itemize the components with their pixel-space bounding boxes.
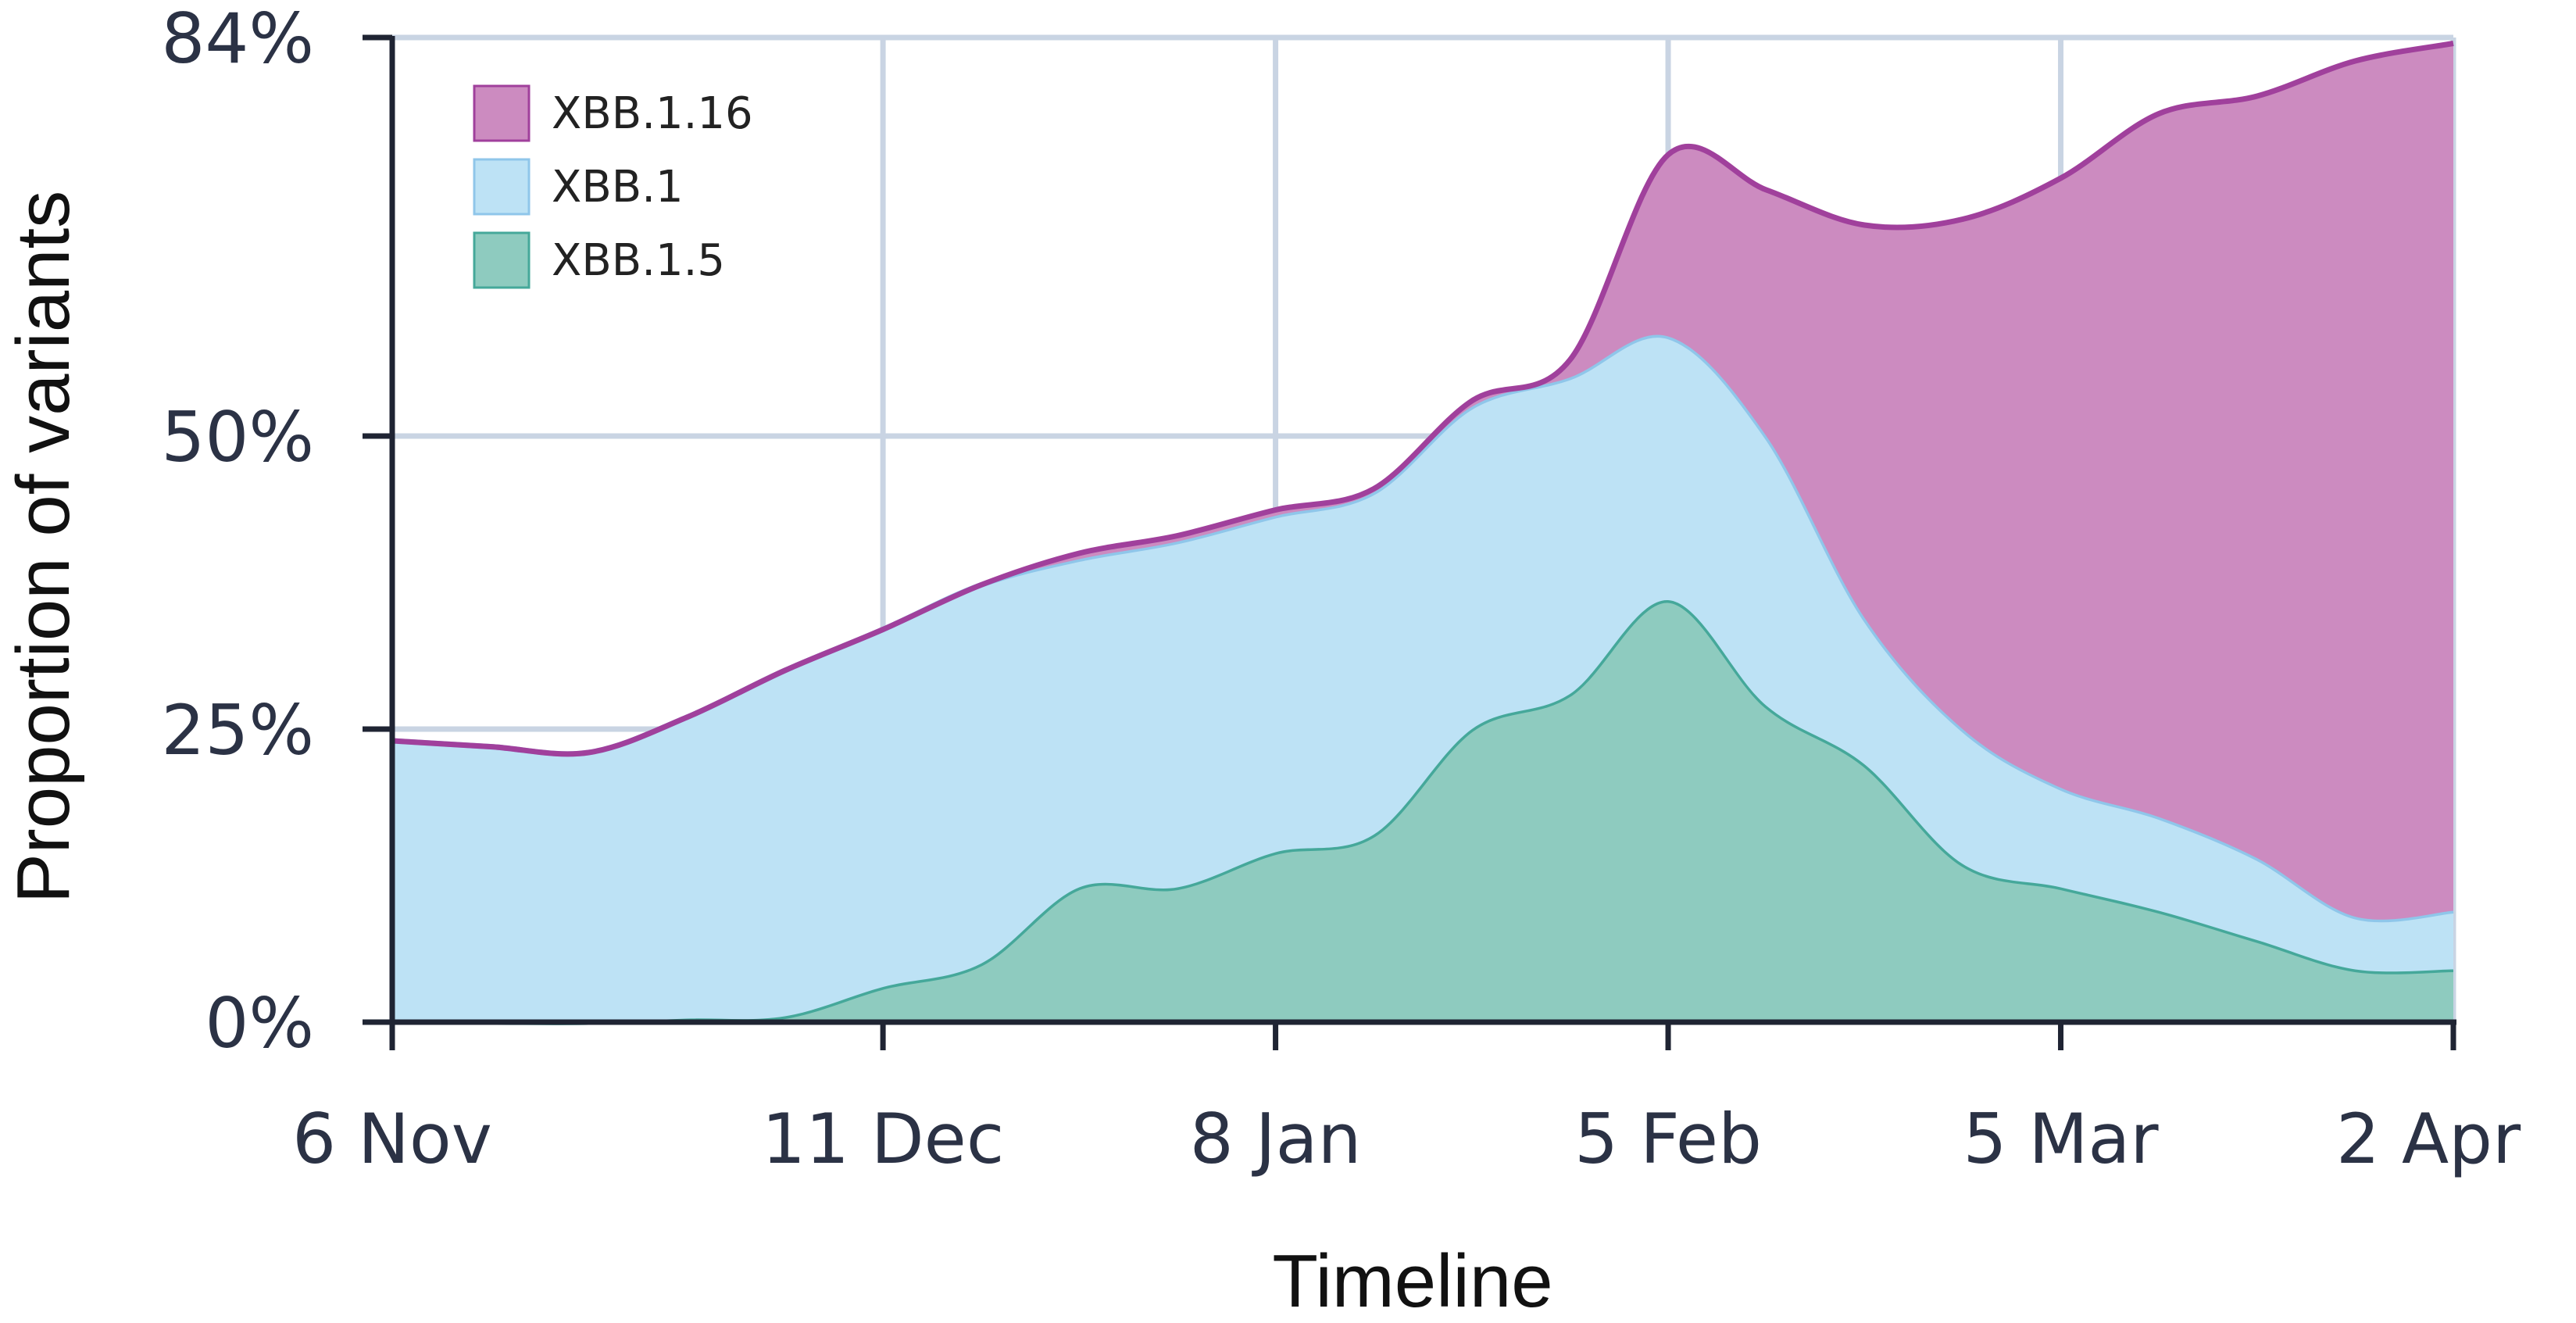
- x-tick-label: 8 Jan: [1190, 1099, 1362, 1179]
- x-tick-label: 2 Apr: [2336, 1099, 2521, 1179]
- axis-layer: [363, 36, 2456, 1025]
- area-layer: [391, 41, 2454, 1025]
- x-tick-label: 6 Nov: [292, 1099, 492, 1179]
- legend-swatch-xbb-1: [473, 158, 531, 216]
- x-tick-label: 5 Feb: [1574, 1099, 1762, 1179]
- x-axis-label: Timeline: [1272, 1239, 1552, 1323]
- legend-label-xbb-1-5: XBB.1.5: [552, 235, 725, 286]
- area-xbb-1: [392, 334, 2453, 1023]
- y-tick-label: 50%: [161, 397, 314, 477]
- legend: XBB.1.16 XBB.1 XBB.1.5: [473, 84, 753, 289]
- tick-layer: 0% 25% 50% 84% 6 Nov 11 Dec 8 Jan 5 Feb 5 Mar 2 A…: [161, 0, 2521, 1179]
- legend-swatch-xbb-1-16: [473, 84, 531, 142]
- legend-swatch-xbb-1-5: [473, 231, 531, 289]
- y-axis-label: Proportion of variants: [2, 191, 85, 903]
- x-tick-label: 11 Dec: [762, 1099, 1004, 1179]
- x-tick-label: 5 Mar: [1963, 1099, 2160, 1179]
- legend-label-xbb-1-16: XBB.1.16: [552, 88, 753, 139]
- line-xbb-1-16: [391, 41, 2454, 757]
- area-xbb-1-16: [392, 43, 2453, 920]
- legend-label-xbb-1: XBB.1: [552, 162, 684, 213]
- y-tick-label: 25%: [161, 690, 314, 771]
- y-tick-label: 84%: [161, 0, 314, 79]
- y-tick-label: 0%: [205, 983, 314, 1064]
- area-xbb-1-5: [392, 599, 2453, 1023]
